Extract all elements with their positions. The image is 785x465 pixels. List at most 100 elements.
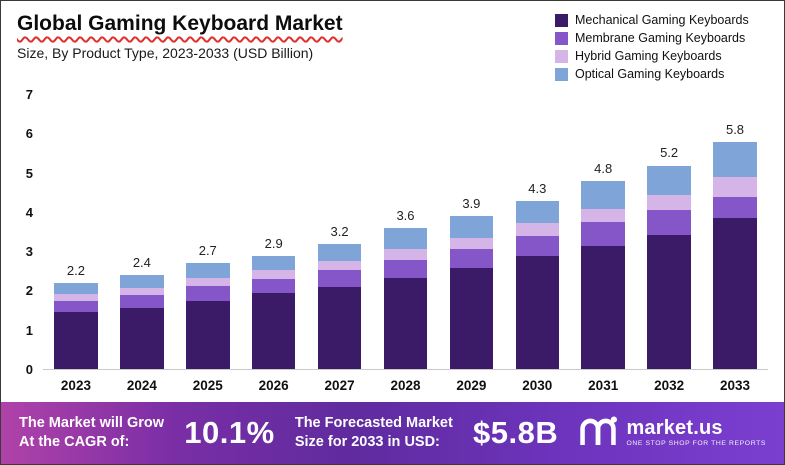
bar-segment [647,165,691,196]
legend-swatch [555,13,568,27]
cagr-value: 10.1% [184,415,275,450]
bar-segment [515,256,560,369]
bar-column: 2.9 [241,95,307,369]
bar-segment [581,208,625,223]
bar-stack [186,95,230,369]
brand-tagline: One Stop Shop For The Reports [626,440,766,448]
bar-segment [317,260,362,271]
footer-banner: The Market will Grow At the CAGR of: 10.… [1,402,784,464]
plot: 2.2 2.4 2.7 2.9 3.2 3.6 3.9 4.3 4.8 5.2 5.8 [43,95,768,370]
bar-segment [317,243,362,261]
y-tick-label: 5 [25,165,33,181]
bar-stack [317,95,362,369]
bar-total-label: 3.9 [462,196,481,212]
bar-stack [120,95,164,369]
x-tick-label: 2025 [192,377,223,393]
bar-segment [54,312,98,369]
bar-segment [54,282,98,294]
bar-column: 2.7 [175,95,241,369]
bar-segment [449,237,494,250]
x-tick-label: 2031 [588,377,619,393]
bar-segment [383,228,428,249]
bar-segment [449,249,494,269]
x-tick-label: 2033 [719,377,751,393]
y-tick-label: 1 [25,322,33,338]
bar-total-label: 4.3 [528,180,547,196]
chart-area: 0 1 2 3 4 5 6 7 2.2 2.4 2.7 2.9 3.2 3.6 3.9 4.3 4.8 5.2 5… [1,81,784,402]
bar-segment [186,300,230,369]
bar-total-label: 5.2 [660,145,679,161]
x-tick-label: 2024 [126,377,157,393]
bar-segment [647,235,691,369]
y-tick-label: 6 [25,126,33,142]
legend-item: Hybrid Gaming Keyboards [555,49,770,63]
bar-column: 3.9 [438,95,504,369]
legend: Mechanical Gaming Keyboards Membrane Gami… [555,11,770,81]
bar-segment [251,278,296,294]
x-tick-label: 2027 [324,377,355,393]
x-tick-label: 2030 [522,377,553,393]
bar-segment [54,300,98,313]
bar-column: 4.8 [570,95,636,369]
bar-column: 5.2 [636,95,702,369]
bar-column: 5.8 [702,95,768,369]
bar-column: 3.6 [373,95,439,369]
bar-total-label: 2.2 [66,262,85,278]
bar-segment [713,218,757,369]
forecast-label: The Forecasted Market Size for 2033 in U… [294,415,453,450]
bar-segment [515,223,560,236]
legend-swatch [555,49,568,63]
legend-item: Optical Gaming Keyboards [555,67,770,81]
bar-segment [186,278,230,287]
legend-label: Optical Gaming Keyboards [575,67,725,81]
page-title: Global Gaming Keyboard Market [17,12,343,35]
bar-segment [317,270,362,287]
bar-total-label: 2.4 [132,255,151,271]
y-tick-label: 0 [25,362,33,377]
bar-stack [581,95,625,369]
bar-segment [54,293,98,301]
bar-stack [383,95,428,369]
bar-segment [581,222,625,246]
bar-segment [120,294,164,308]
bar-segment [383,259,428,278]
y-tick-label: 7 [25,87,33,102]
bar-stack [54,95,98,369]
bar-segment [515,235,560,257]
bar-total-label: 3.2 [330,223,349,239]
bar-segment [120,275,164,288]
market-us-logo-icon [578,415,618,451]
bar-total-label: 3.6 [396,208,415,224]
bar-segment [251,255,296,270]
bar-segment [251,270,296,279]
bar-segment [120,287,164,295]
bar-stack [251,95,296,369]
y-axis: 0 1 2 3 4 5 6 7 [7,87,43,377]
bar-segment [581,245,625,369]
title-block: Global Gaming Keyboard Market Size, By P… [17,11,343,81]
bar-segment [317,286,362,369]
x-tick-label: 2032 [654,377,685,393]
bar-column: 2.2 [43,95,109,369]
bar-segment [647,195,691,211]
y-tick-label: 2 [25,283,33,299]
bar-column: 4.3 [504,95,570,369]
bar-segment [713,142,757,178]
legend-label: Mechanical Gaming Keyboards [575,13,749,27]
y-tick-label: 3 [25,244,33,260]
x-tick-label: 2028 [390,377,421,393]
bar-stack [647,95,691,369]
bar-stack [449,95,494,369]
header: Global Gaming Keyboard Market Size, By P… [1,1,784,81]
x-tick-label: 2023 [60,377,91,393]
bar-total-label: 4.8 [594,161,613,177]
brand-logo: market.us One Stop Shop For The Reports [578,415,766,451]
bar-segment [713,177,757,197]
bar-column: 3.2 [307,95,373,369]
bar-segment [186,263,230,279]
legend-item: Mechanical Gaming Keyboards [555,13,770,27]
page-subtitle: Size, By Product Type, 2023-2033 (USD Bi… [17,45,314,62]
legend-item: Membrane Gaming Keyboards [555,31,770,45]
bar-segment [449,268,494,369]
